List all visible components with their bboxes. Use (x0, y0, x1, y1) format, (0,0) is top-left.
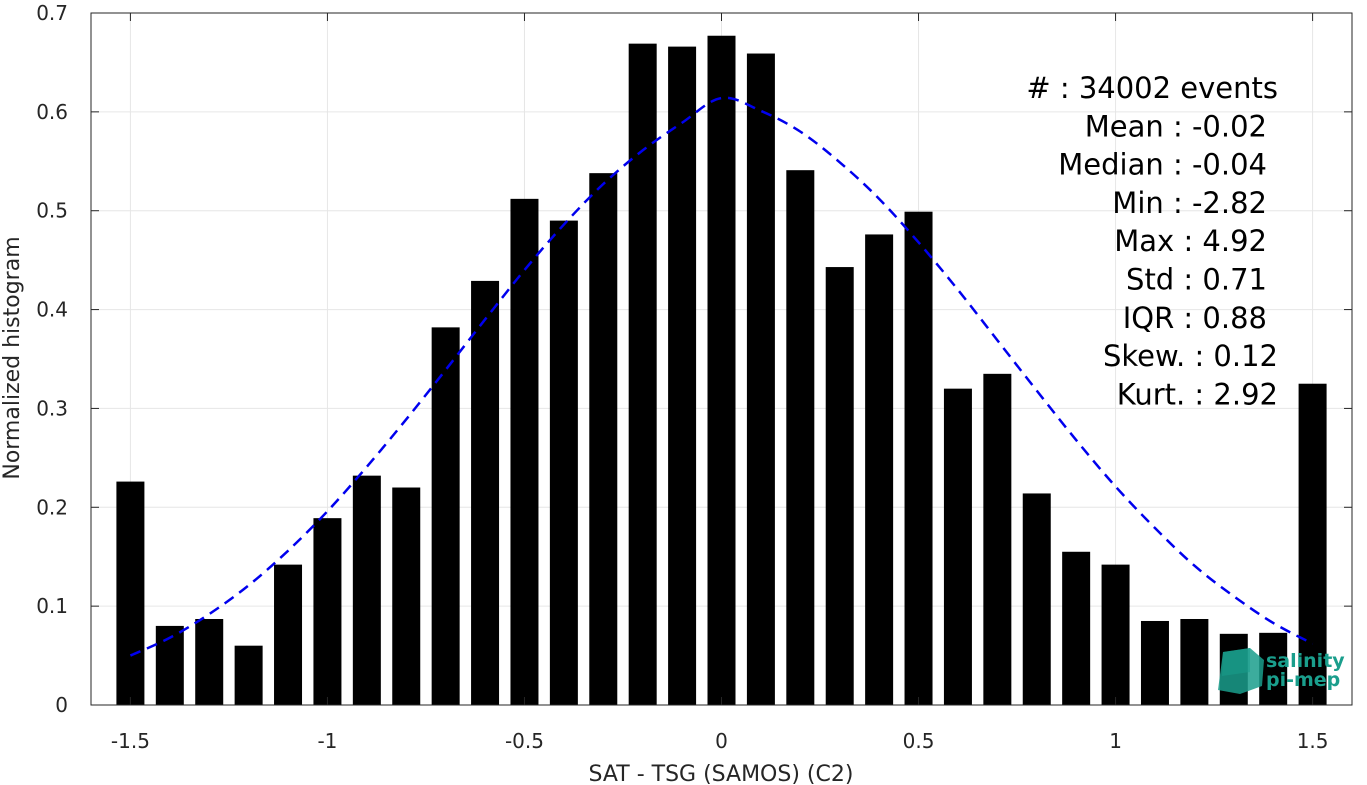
x-tick-label: -1.5 (111, 729, 150, 753)
histogram-bar (1062, 551, 1091, 705)
histogram-bar (313, 518, 342, 705)
y-tick-label: 0.4 (36, 298, 68, 322)
stat-line: Kurt. : 2.92 (1117, 377, 1278, 411)
histogram-bar (1022, 493, 1051, 705)
histogram-bar (904, 211, 933, 705)
stat-line: Median : -0.04 (1058, 148, 1267, 182)
statistics-panel: # : 34002 events Mean : -0.02 Median : -0.… (1026, 71, 1278, 411)
histogram-bar (510, 198, 539, 705)
logo-cube-face (1222, 648, 1250, 676)
histogram-bar (431, 327, 460, 705)
histogram-bar (825, 267, 854, 705)
x-tick-labels: -1.5 -1 -0.5 0 0.5 1 1.5 (111, 729, 1329, 753)
histogram-bar (786, 170, 815, 705)
histogram-bar (352, 475, 381, 705)
histogram-bar (865, 234, 894, 705)
histogram-bar (1180, 618, 1209, 705)
y-tick-label: 0.3 (36, 396, 68, 420)
stat-line: Std : 0.71 (1126, 263, 1267, 297)
histogram-bar (234, 645, 263, 705)
x-tick-label: -0.5 (505, 729, 544, 753)
stat-line: IQR : 0.88 (1123, 301, 1267, 335)
logo-text-pi-mep: pi-mep (1266, 669, 1340, 691)
stat-line: Min : -2.82 (1112, 186, 1267, 220)
y-tick-label: 0.6 (36, 100, 68, 124)
histogram-bar (943, 388, 972, 705)
salinity-pi-mep-logo: salinity pi-mep (1218, 648, 1345, 694)
stat-line: # : 34002 events (1026, 71, 1278, 105)
stat-line: Skew. : 0.12 (1103, 339, 1278, 373)
histogram-bar (589, 173, 618, 706)
histogram-bar (628, 43, 657, 706)
histogram-bar (1259, 632, 1288, 705)
bars (116, 35, 1327, 706)
histogram-bar (471, 280, 500, 705)
stat-line: Mean : -0.02 (1085, 109, 1267, 143)
x-axis-label: SAT - TSG (SAMOS) (C2) (589, 762, 854, 785)
y-tick-label: 0.1 (36, 594, 68, 618)
histogram-bar (1101, 564, 1130, 705)
x-tick-label: -1 (317, 729, 337, 753)
histogram-bar (1298, 383, 1327, 705)
histogram-bar (274, 564, 303, 705)
histogram-bar (1140, 620, 1169, 705)
histogram-bar (707, 35, 736, 706)
x-tick-label: 0 (715, 729, 728, 753)
histogram-bar (668, 46, 697, 705)
y-tick-label: 0.2 (36, 495, 68, 519)
y-tick-label: 0.5 (36, 199, 68, 223)
histogram-bar (746, 53, 775, 705)
x-tick-label: 1.5 (1297, 729, 1329, 753)
histogram-bar (195, 618, 224, 705)
histogram-bar (116, 481, 145, 705)
x-tick-label: 0.5 (903, 729, 935, 753)
axis-ticks (91, 12, 1352, 706)
histogram-bar (392, 487, 421, 705)
y-axis-label: Normalized histogram (0, 236, 25, 479)
histogram-bar (549, 220, 578, 705)
y-tick-label: 0.7 (36, 1, 68, 25)
stat-line: Max : 4.92 (1114, 224, 1267, 258)
x-tick-label: 1 (1109, 729, 1122, 753)
y-tick-labels: 0 0.1 0.2 0.3 0.4 0.5 0.6 0.7 (36, 1, 68, 717)
histogram-bar (983, 373, 1012, 705)
y-tick-label: 0 (55, 693, 68, 717)
logo-text-salinity: salinity (1266, 650, 1345, 672)
